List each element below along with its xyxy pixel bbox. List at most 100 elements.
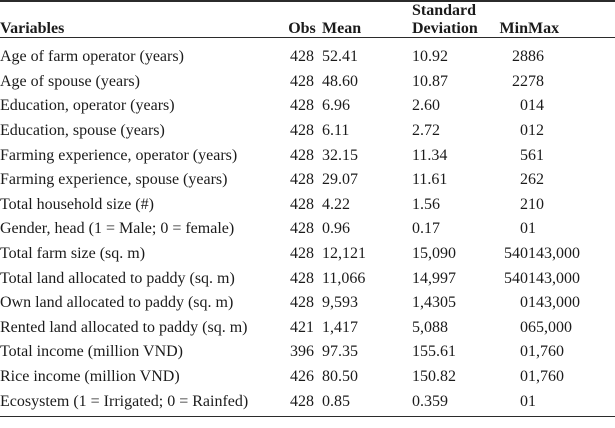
header-variables: Variables [0, 1, 282, 38]
max-cell: 61 [528, 146, 544, 164]
mean-cell: 6.96 [322, 97, 350, 115]
sd-cell: 2.60 [412, 97, 440, 115]
obs-cell: 428 [290, 48, 314, 66]
min-cell: 0 [520, 97, 528, 115]
header-row: Variables Obs Mean Standard Deviation Mi… [0, 1, 615, 38]
variable-cell: Age of spouse (years) [0, 72, 140, 90]
mean-cell: 32.15 [322, 146, 358, 164]
table-row: Age of spouse (years) 428 48.60 10.87 22… [0, 70, 615, 95]
obs-cell: 428 [290, 122, 314, 140]
table-row: Rented land allocated to paddy (sq. m) 4… [0, 316, 615, 341]
mean-cell: 29.07 [322, 171, 358, 189]
mean-cell: 97.35 [322, 343, 358, 361]
table-row: Ecosystem (1 = Irrigated; 0 = Rainfed) 4… [0, 389, 615, 416]
sd-cell: 1.56 [412, 195, 440, 213]
variable-cell: Rice income (million VND) [0, 368, 180, 386]
max-cell: 1 [528, 220, 536, 238]
table-body: Age of farm operator (years) 428 52.41 1… [0, 38, 615, 417]
max-cell: 143,000 [528, 245, 580, 263]
sd-cell: 11.34 [412, 146, 448, 164]
sd-cell: 1,4305 [412, 294, 456, 312]
table-row: Total household size (#) 428 4.22 1.56 2… [0, 193, 615, 218]
min-cell: 0 [520, 122, 528, 140]
max-cell: 1 [528, 392, 536, 410]
variable-cell: Rented land allocated to paddy (sq. m) [0, 318, 248, 336]
variable-cell: Age of farm operator (years) [0, 48, 184, 66]
obs-cell: 428 [290, 392, 314, 410]
table-row: Rice income (million VND) 426 80.50 150.… [0, 365, 615, 390]
obs-cell: 428 [290, 171, 314, 189]
min-cell: 2 [520, 195, 528, 213]
table-row: Education, operator (years) 428 6.96 2.6… [0, 94, 615, 119]
mean-cell: 4.22 [322, 195, 350, 213]
mean-cell: 0.85 [322, 392, 350, 410]
header-obs: Obs [282, 1, 322, 38]
mean-cell: 0.96 [322, 220, 350, 238]
obs-cell: 428 [290, 72, 314, 90]
sd-cell: 0.17 [412, 220, 440, 238]
max-cell: 62 [528, 171, 544, 189]
variable-cell: Total household size (#) [0, 195, 154, 213]
max-cell: 86 [528, 48, 544, 66]
sd-cell: 150.82 [412, 368, 456, 386]
max-cell: 65,000 [528, 318, 572, 336]
max-cell: 10 [528, 195, 544, 213]
table-header: Variables Obs Mean Standard Deviation Mi… [0, 1, 615, 38]
sd-cell: 14,997 [412, 269, 456, 287]
max-cell: 78 [528, 72, 544, 90]
sd-cell: 11.61 [412, 171, 448, 189]
table-row: Gender, head (1 = Male; 0 = female) 428 … [0, 217, 615, 242]
mean-cell: 12,121 [322, 245, 366, 263]
obs-cell: 421 [290, 318, 314, 336]
obs-cell: 428 [290, 195, 314, 213]
max-cell: 14 [528, 97, 544, 115]
sd-cell: 155.61 [412, 343, 456, 361]
min-cell: 0 [520, 294, 528, 312]
variable-cell: Education, spouse (years) [0, 122, 165, 140]
header-min: Min [482, 1, 528, 38]
min-cell: 0 [520, 220, 528, 238]
max-cell: 143,000 [528, 269, 580, 287]
variable-cell: Farming experience, spouse (years) [0, 171, 228, 189]
obs-cell: 396 [290, 343, 314, 361]
mean-cell: 6.11 [322, 122, 350, 140]
min-cell: 540 [504, 269, 528, 287]
table-row: Age of farm operator (years) 428 52.41 1… [0, 38, 615, 70]
table-row: Total land allocated to paddy (sq. m) 42… [0, 266, 615, 291]
sd-cell: 10.92 [412, 48, 448, 66]
obs-cell: 428 [290, 245, 314, 263]
sd-cell: 10.87 [412, 72, 448, 90]
table-row: Farming experience, operator (years) 428… [0, 143, 615, 168]
max-cell: 143,000 [528, 294, 580, 312]
variable-cell: Education, operator (years) [0, 97, 175, 115]
header-max: Max [528, 1, 615, 38]
variable-cell: Own land allocated to paddy (sq. m) [0, 294, 234, 312]
sd-cell: 2.72 [412, 122, 440, 140]
variable-cell: Gender, head (1 = Male; 0 = female) [0, 220, 235, 238]
min-cell: 0 [520, 368, 528, 386]
obs-cell: 428 [290, 220, 314, 238]
mean-cell: 11,066 [322, 269, 366, 287]
table-row: Total farm size (sq. m) 428 12,121 15,09… [0, 242, 615, 267]
max-cell: 1,760 [528, 368, 564, 386]
min-cell: 0 [520, 392, 528, 410]
mean-cell: 80.50 [322, 368, 358, 386]
obs-cell: 428 [290, 294, 314, 312]
variable-cell: Farming experience, operator (years) [0, 146, 238, 164]
mean-cell: 1,417 [322, 318, 358, 336]
header-mean: Mean [322, 1, 412, 38]
variable-cell: Total farm size (sq. m) [0, 245, 146, 263]
obs-cell: 428 [290, 269, 314, 287]
min-cell: 22 [512, 72, 528, 90]
statistics-table: Variables Obs Mean Standard Deviation Mi… [0, 0, 615, 417]
variable-cell: Total land allocated to paddy (sq. m) [0, 269, 235, 287]
min-cell: 540 [504, 245, 528, 263]
mean-cell: 48.60 [322, 72, 358, 90]
min-cell: 0 [520, 343, 528, 361]
min-cell: 0 [520, 318, 528, 336]
header-standard-deviation: Standard Deviation [412, 1, 482, 38]
variable-cell: Ecosystem (1 = Irrigated; 0 = Rainfed) [0, 392, 249, 410]
mean-cell: 52.41 [322, 48, 358, 66]
min-cell: 28 [512, 48, 528, 66]
